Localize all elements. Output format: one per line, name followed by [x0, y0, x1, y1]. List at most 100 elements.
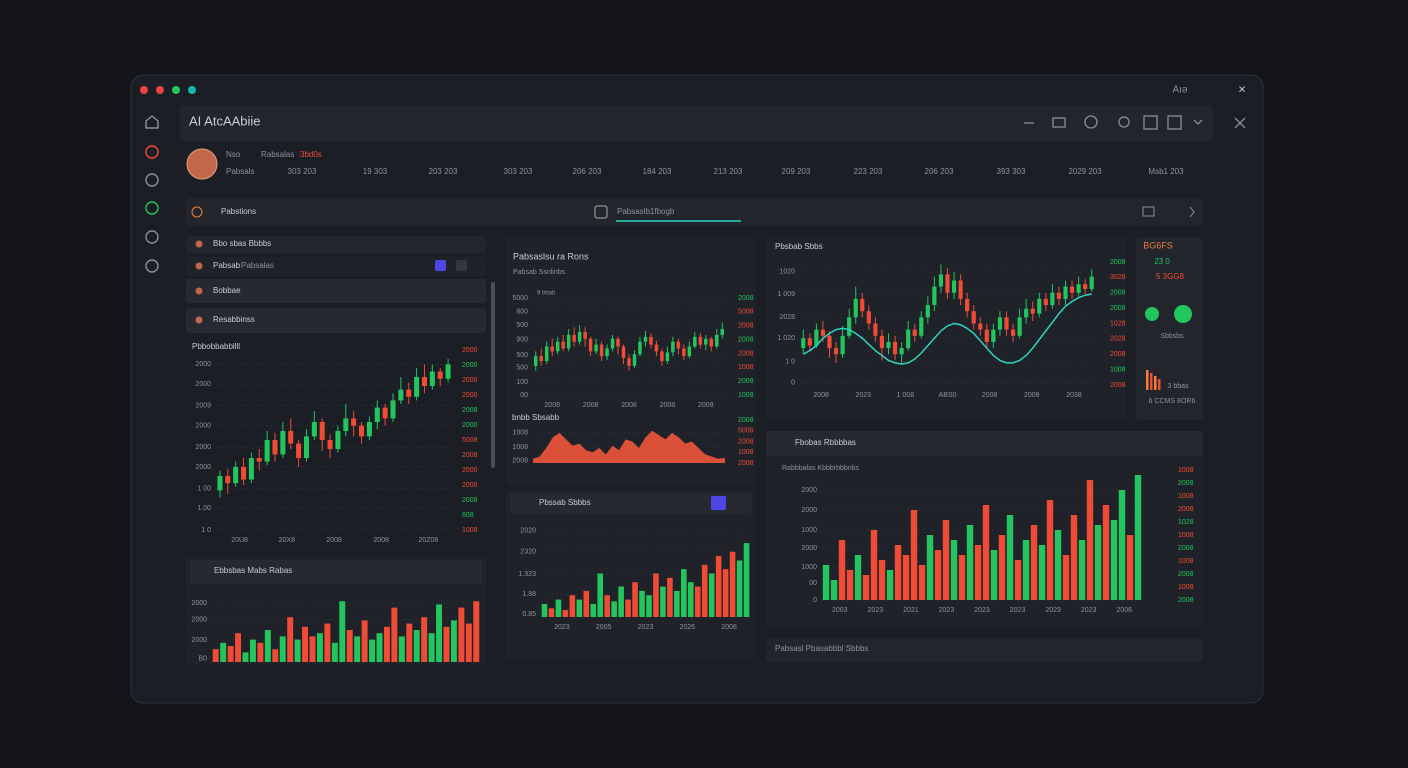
bar	[918, 565, 926, 600]
date-label: 213 203	[714, 167, 743, 176]
panel	[506, 237, 756, 485]
x-tick-label: 2023	[939, 607, 955, 614]
bar	[942, 520, 950, 600]
window-max-dot[interactable]	[172, 86, 180, 94]
scrollbar[interactable]	[491, 282, 495, 468]
y-tick-label: 500	[516, 322, 528, 329]
side-label: 608	[462, 512, 474, 519]
candle-body	[654, 344, 659, 352]
y-tick-label: 2008	[512, 458, 528, 465]
nav-icon[interactable]	[145, 230, 159, 244]
x-tick-label: 2008	[373, 537, 389, 544]
label: Sbbsbs	[1160, 333, 1184, 340]
date-label: 223 203	[854, 167, 883, 176]
candle-body	[616, 338, 620, 347]
list-row[interactable]	[186, 257, 486, 276]
toolbar-icon[interactable]	[1142, 206, 1155, 217]
bar	[667, 577, 673, 617]
candle-body	[359, 425, 365, 437]
bar	[1070, 515, 1078, 600]
y-tick-label: 1008	[512, 444, 528, 451]
bar	[701, 564, 708, 617]
candle-body	[1017, 317, 1022, 336]
chart-title: Ebbsbas Mabs Rabas	[214, 566, 292, 575]
tab-label: Pabsaslb1fbogb	[617, 207, 675, 216]
label: 23 0	[1154, 257, 1170, 266]
window-close-dot[interactable]	[140, 86, 148, 94]
bar	[660, 586, 666, 617]
candle-body	[649, 336, 653, 345]
bar	[413, 630, 420, 662]
toolbar-icon[interactable]	[1189, 206, 1195, 218]
panel-button[interactable]	[711, 496, 726, 510]
bar	[982, 505, 990, 600]
bar	[331, 642, 338, 662]
nav-icon[interactable]	[145, 145, 159, 159]
candle-body	[561, 341, 565, 349]
candle-body	[414, 377, 420, 397]
bar	[369, 639, 376, 662]
label: Pabsals	[226, 167, 254, 176]
bar	[632, 582, 638, 617]
icon[interactable]	[1084, 115, 1098, 129]
date-label: 206 203	[573, 167, 602, 176]
chart-subtitle: Rabbbalas Kbbbrbbbnbs	[782, 465, 860, 472]
x-tick-label: 2023	[554, 624, 570, 631]
candle-body	[303, 436, 309, 458]
icon[interactable]	[1118, 116, 1130, 128]
candle-body	[1056, 292, 1062, 299]
list-row[interactable]	[186, 236, 486, 253]
bar	[625, 599, 631, 617]
row-button[interactable]	[435, 260, 446, 271]
candle-body	[264, 440, 270, 462]
side-label: 2008	[1110, 351, 1126, 358]
bar	[583, 590, 590, 617]
y-tick-label: 1 020	[777, 335, 795, 342]
side-label: 1008	[462, 527, 478, 534]
x-tick-label: 1 008	[897, 392, 915, 399]
nav-icon[interactable]	[145, 201, 159, 215]
bar	[473, 601, 480, 662]
side-label: 2008	[1110, 259, 1126, 266]
bar	[862, 575, 870, 600]
icon[interactable]	[1052, 117, 1066, 128]
side-label: 2008	[738, 378, 754, 385]
bar	[966, 525, 974, 600]
nav-icon[interactable]	[145, 259, 159, 273]
list-row[interactable]	[186, 279, 486, 303]
y-tick-label: 2000	[191, 637, 207, 644]
bar	[465, 623, 472, 662]
header-icons	[1024, 115, 1246, 130]
close-icon[interactable]	[1234, 117, 1246, 129]
candle-body	[233, 467, 239, 484]
side-label: 2008	[738, 350, 754, 357]
app-title: AI AtcAAbiie	[189, 113, 261, 128]
candle-body	[256, 458, 262, 462]
icon[interactable]	[1143, 115, 1158, 130]
list-row[interactable]	[186, 308, 486, 333]
candle-body	[892, 341, 898, 355]
candle-body	[886, 341, 891, 349]
sidebar	[145, 115, 159, 273]
bar	[1102, 505, 1110, 600]
candle-body	[1069, 286, 1075, 293]
bar	[1078, 540, 1086, 600]
window-close[interactable]: ×	[1238, 81, 1246, 96]
nav-icon[interactable]	[145, 173, 159, 187]
window-min-dot[interactable]	[156, 86, 164, 94]
candle-body	[978, 323, 983, 330]
bar	[316, 633, 323, 662]
icon[interactable]	[1167, 115, 1182, 130]
row-button[interactable]	[456, 260, 467, 271]
bar	[611, 601, 617, 617]
bar	[279, 636, 286, 662]
y-tick-label: 1.88	[522, 591, 536, 598]
bar	[653, 573, 659, 617]
home-icon[interactable]	[145, 115, 159, 129]
dropdown-icon[interactable]	[1193, 119, 1203, 125]
bar	[458, 607, 465, 662]
candle-body	[860, 298, 865, 312]
stat-bar	[1158, 379, 1161, 390]
